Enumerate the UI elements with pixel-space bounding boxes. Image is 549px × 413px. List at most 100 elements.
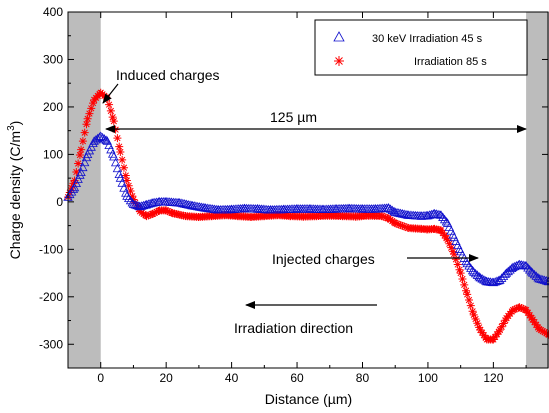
data-point-triangle: [81, 152, 92, 162]
data-point-triangle: [477, 274, 487, 283]
data-point-star: [510, 305, 519, 314]
data-point-triangle: [423, 210, 433, 220]
data-point-star: [462, 286, 471, 295]
x-tick-label: 100: [418, 371, 438, 385]
data-point-star: [400, 222, 409, 231]
data-point-star: [162, 206, 171, 215]
annotation-irradiation-direction: Irradiation direction: [234, 320, 353, 336]
data-point-triangle: [503, 266, 513, 276]
data-point-star: [458, 274, 467, 283]
data-point-triangle: [135, 201, 145, 211]
data-point-triangle: [529, 269, 540, 279]
data-point-triangle: [124, 193, 134, 202]
data-point-triangle: [462, 258, 472, 268]
data-point-triangle: [109, 151, 119, 161]
data-point-star: [111, 125, 120, 134]
data-point-star: [440, 231, 449, 240]
data-point-star: [495, 326, 504, 335]
data-point-star: [542, 329, 549, 338]
data-point-star: [85, 109, 94, 118]
y-axis-title-main: Charge density (C/m: [7, 131, 23, 259]
data-point-star: [536, 326, 545, 335]
data-point-star: [445, 239, 454, 248]
series-85s: [64, 88, 549, 344]
legend: 30 keV Irradiation 45 s Irradiation 85 s: [314, 19, 528, 76]
data-point-star: [146, 210, 155, 219]
data-point-star: [69, 179, 78, 188]
data-point-triangle: [112, 163, 123, 173]
data-point-star: [128, 192, 137, 201]
data-point-star: [113, 134, 122, 143]
data-point-triangle: [141, 199, 152, 209]
data-point-star: [105, 100, 114, 109]
data-point-star: [456, 269, 465, 278]
data-point-star: [509, 306, 518, 315]
data-point-star: [491, 332, 500, 341]
data-point-star: [398, 221, 407, 230]
data-point-triangle: [96, 131, 106, 140]
data-point-star: [106, 106, 115, 115]
x-tick-label: 40: [225, 371, 239, 385]
data-point-star: [469, 310, 478, 319]
data-point-star: [443, 235, 452, 244]
data-point-triangle: [94, 132, 105, 141]
data-point-triangle: [492, 276, 502, 285]
data-point-star: [492, 330, 501, 339]
data-point-star: [463, 290, 472, 299]
data-point-triangle: [481, 276, 491, 285]
data-point-triangle: [439, 214, 450, 224]
x-tick-label: 20: [159, 371, 173, 385]
tick-labels: 0 20 40 60 80 100 120 -300 -200 -100 0 100 200 300 400: [39, 5, 504, 385]
data-point-triangle: [507, 263, 517, 272]
data-point-star: [80, 128, 89, 137]
data-point-star: [476, 326, 485, 335]
data-point-star: [72, 168, 81, 177]
data-point-star: [453, 260, 462, 269]
data-point-star: [74, 159, 83, 168]
legend-triangle-shape: [333, 31, 345, 42]
data-point-star: [447, 243, 456, 252]
data-point-triangle: [475, 272, 485, 282]
data-point-star: [473, 319, 482, 328]
data-point-star: [165, 207, 174, 216]
data-point-star: [163, 207, 172, 216]
data-point-star: [438, 228, 447, 237]
x-tick-label: 120: [483, 371, 503, 385]
data-point-triangle: [101, 135, 111, 144]
data-point-triangle: [385, 204, 396, 213]
y-tick-label: 100: [43, 147, 63, 161]
data-point-triangle: [501, 268, 512, 277]
data-point-star: [478, 328, 487, 337]
data-point-star: [528, 315, 537, 324]
arrow-induced-charges: [102, 83, 119, 104]
data-point-star: [517, 304, 526, 313]
data-point-star: [149, 209, 158, 218]
data-point-triangle: [470, 268, 481, 278]
annotation-125um: 125 µm: [270, 109, 317, 125]
data-point-star: [525, 311, 534, 320]
data-point-star: [475, 323, 484, 332]
data-point-star: [448, 247, 457, 256]
data-point-star: [532, 320, 541, 329]
data-point-triangle: [469, 267, 479, 276]
data-point-triangle: [69, 182, 80, 192]
data-point-star: [460, 280, 469, 289]
data-point-star: [450, 250, 459, 259]
x-tick-label: 60: [290, 371, 304, 385]
annotations: Induced charges 125 µm Injected charges …: [102, 67, 527, 336]
data-point-star: [523, 308, 532, 317]
data-point-triangle: [464, 261, 474, 270]
data-point-star: [497, 322, 506, 331]
series-layer: [63, 88, 549, 344]
data-point-star: [70, 176, 79, 185]
data-point-star: [466, 301, 475, 310]
data-point-triangle: [97, 132, 108, 142]
data-point-star: [519, 304, 528, 313]
data-point-star: [122, 176, 131, 185]
x-tick-label: 80: [356, 371, 370, 385]
data-point-star: [535, 325, 544, 334]
y-tick-label: 300: [43, 52, 63, 66]
data-point-star: [142, 212, 151, 221]
data-point-triangle: [78, 162, 88, 172]
